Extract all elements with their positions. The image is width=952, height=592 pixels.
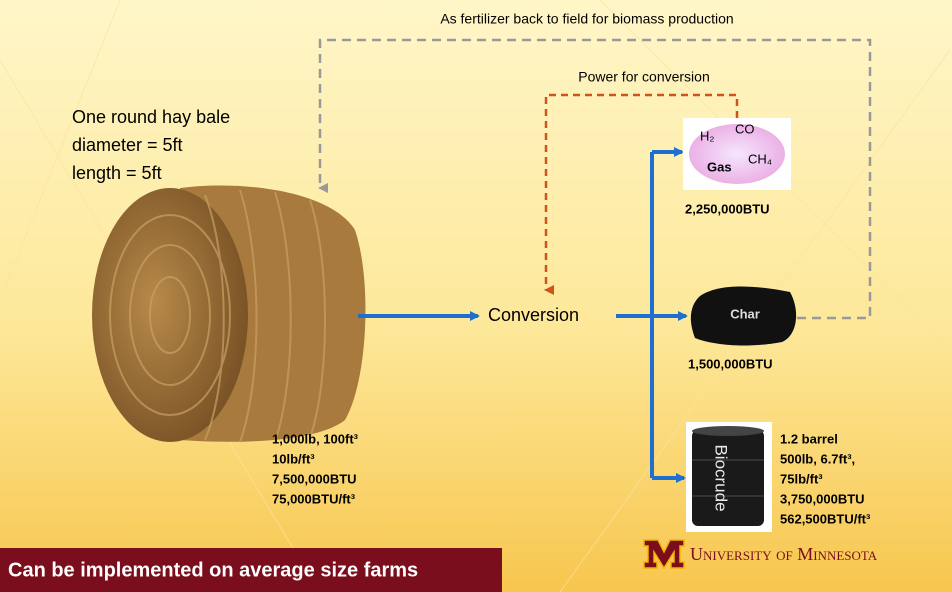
fertilizer-label: As fertilizer back to field for biomass … (440, 11, 733, 27)
bale-stat: 75,000BTU/ft³ (272, 491, 356, 506)
bale-text: One round hay bale (72, 107, 230, 127)
footer-bar (0, 548, 502, 592)
logo-mark (643, 539, 685, 570)
barrel-image (686, 422, 772, 532)
bale-stat: 1,000lb, 100ft³ (272, 431, 359, 446)
biocrude-stat: 75lb/ft³ (780, 471, 823, 486)
footer-text: Can be implemented on average size farms (8, 559, 418, 581)
gas-molecule: H₂ (700, 128, 714, 143)
biocrude-stat: 562,500BTU/ft³ (780, 511, 871, 526)
gas-molecule: CO (735, 121, 755, 136)
logo-text: University of Minnesota (690, 544, 878, 564)
char-label: Char (730, 306, 760, 321)
gas-molecule: CH₄ (748, 151, 772, 166)
char-energy: 1,500,000BTU (688, 356, 773, 371)
conversion-label: Conversion (488, 305, 579, 325)
biocrude-label: Biocrude (712, 444, 731, 511)
hay-bale (92, 185, 366, 443)
biocrude-stat: 1.2 barrel (780, 431, 838, 446)
gas-label: Gas (707, 159, 732, 174)
bale-text: length = 5ft (72, 163, 162, 183)
gas-energy: 2,250,000BTU (685, 201, 770, 216)
char-image (690, 286, 797, 346)
bale-stat: 7,500,000BTU (272, 471, 357, 486)
gas-image (683, 118, 791, 190)
bale-stat: 10lb/ft³ (272, 451, 315, 466)
biocrude-stat: 3,750,000BTU (780, 491, 865, 506)
biocrude-stat: 500lb, 6.7ft³, (780, 451, 855, 466)
fertilizer-loop (318, 38, 872, 320)
power-label: Power for conversion (578, 69, 710, 85)
flow-arrows (358, 147, 688, 483)
bale-text: diameter = 5ft (72, 135, 183, 155)
